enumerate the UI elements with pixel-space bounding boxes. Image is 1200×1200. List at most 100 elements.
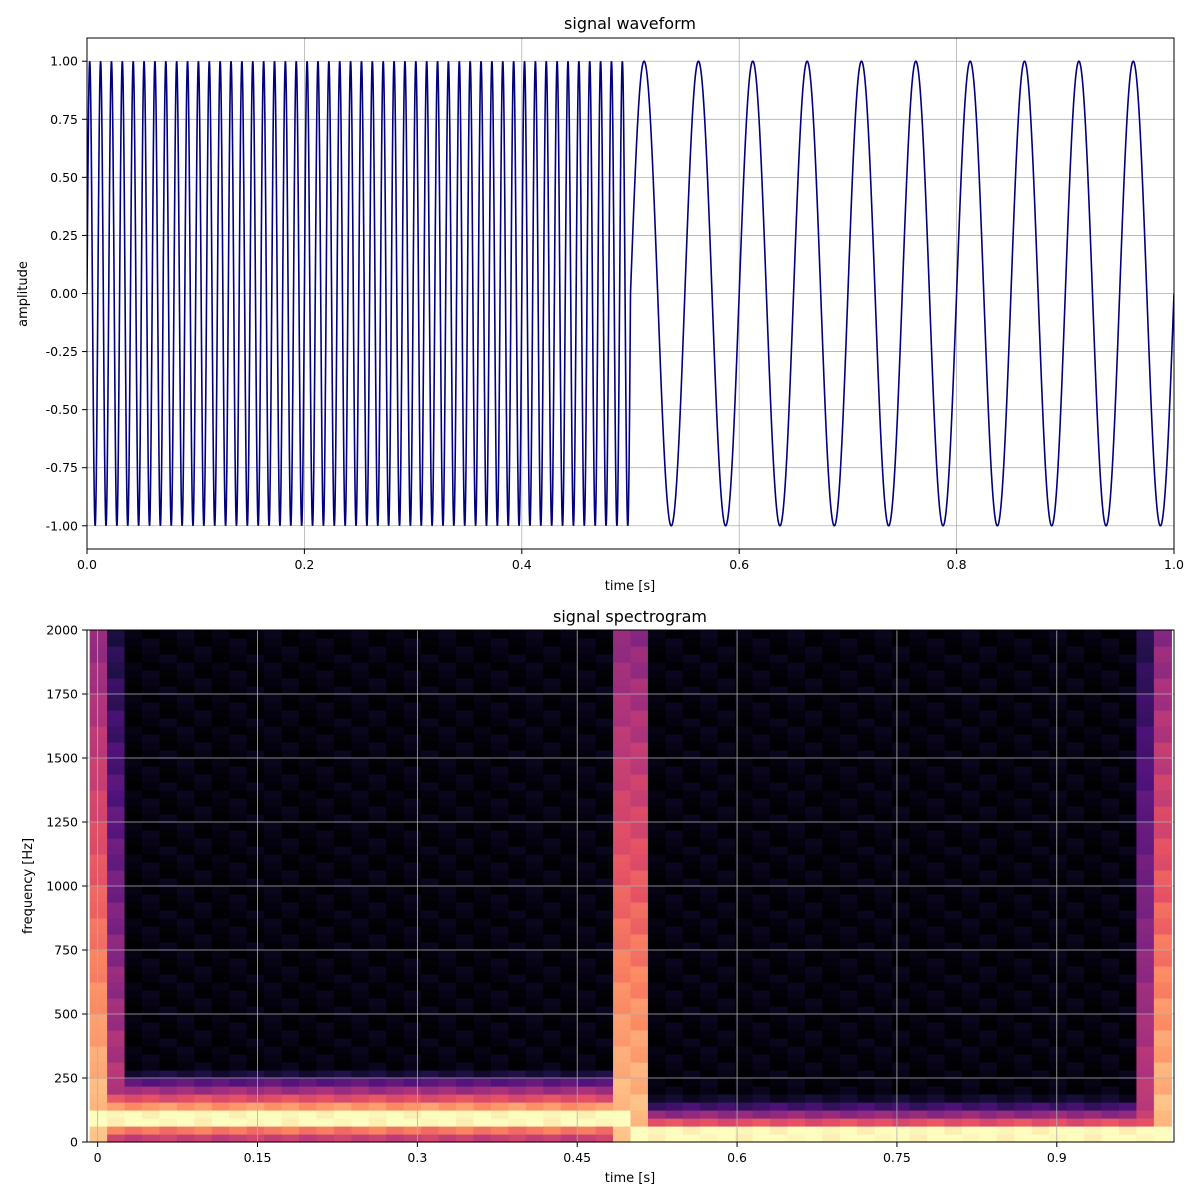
spectrogram-cell <box>229 902 248 911</box>
spectrogram-cell <box>246 1006 265 1015</box>
spectrogram-cell <box>1049 950 1068 959</box>
spectrogram-cell <box>281 790 300 799</box>
spectrogram-cell <box>752 662 771 671</box>
spectrogram-cell <box>368 1030 387 1039</box>
spectrogram-cell <box>700 958 719 967</box>
spectrogram-cell <box>525 1134 544 1143</box>
spectrogram-cell <box>770 966 789 975</box>
spectrogram-cell <box>822 1078 841 1087</box>
spectrogram-cell <box>927 934 946 943</box>
spectrogram-cell <box>944 670 963 679</box>
spectrogram-cell <box>176 878 195 887</box>
spectrogram-cell <box>944 894 963 903</box>
spectrogram-cell <box>613 998 632 1007</box>
spectrogram-cell <box>176 1134 195 1143</box>
spectrogram-cell <box>107 702 126 711</box>
spectrogram-cell <box>194 790 213 799</box>
spectrogram-cell <box>107 790 126 799</box>
spectrogram-cell <box>368 870 387 879</box>
spectrogram-cell <box>630 838 649 847</box>
spectrogram-cell <box>717 1054 736 1063</box>
spectrogram-cell <box>299 702 318 711</box>
spectrogram-cell <box>1136 1070 1155 1079</box>
spectrogram-cell <box>107 718 126 727</box>
spectrogram-cell <box>752 1134 771 1143</box>
spectrogram-cell <box>961 958 981 967</box>
spectrogram-cell <box>630 1086 649 1095</box>
spectrogram-cell <box>996 694 1015 703</box>
spectrogram-cell <box>386 1070 405 1079</box>
spectrogram-cell <box>1101 806 1120 815</box>
spectrogram-cell <box>1049 958 1068 967</box>
spectrogram-cell <box>194 878 213 887</box>
spectrogram-cell <box>961 894 981 903</box>
spectrogram-cell <box>246 918 265 927</box>
spectrogram-cell <box>1014 998 1033 1007</box>
spectrogram-cell <box>1119 886 1138 895</box>
spectrogram-cell <box>1014 846 1033 855</box>
spectrogram-cell <box>176 950 195 959</box>
spectrogram-cell <box>333 710 352 719</box>
spectrogram-cell <box>229 854 248 863</box>
spectrogram-cell <box>1084 1030 1103 1039</box>
spectrogram-cell <box>1119 934 1138 943</box>
spectrogram-cell <box>490 750 509 759</box>
spectrogram-cell <box>89 918 108 927</box>
spectrogram-cell <box>159 966 178 975</box>
spectrogram-cell <box>717 718 736 727</box>
spectrogram-cell <box>333 734 352 743</box>
spectrogram-cell <box>89 934 108 943</box>
spectrogram-cell <box>1084 1110 1103 1119</box>
spectrogram-cell <box>857 694 876 703</box>
spectrogram-cell <box>665 726 684 735</box>
spectrogram-cell <box>804 926 824 935</box>
spectrogram-cell <box>1101 734 1120 743</box>
spectrogram-cell <box>1049 758 1068 767</box>
spectrogram-cell <box>770 750 789 759</box>
spectrogram-cell <box>927 766 946 775</box>
spectrogram-cell <box>316 638 335 647</box>
spectrogram-cell <box>717 694 736 703</box>
spectrogram-cell <box>211 910 230 919</box>
spectrogram-cell <box>473 1134 492 1143</box>
spectrogram-cell <box>857 750 876 759</box>
spectrogram-cell <box>1136 1134 1155 1143</box>
spectrogram-cell <box>944 1030 963 1039</box>
spectrogram-cell <box>752 702 771 711</box>
spectrogram-cell <box>909 1134 928 1143</box>
spectrogram-cell <box>1119 1006 1138 1015</box>
spectrogram-cell <box>752 734 771 743</box>
spectrogram-cell <box>543 974 562 983</box>
spectrogram-cell <box>473 726 492 735</box>
spectrogram-cell <box>1066 1094 1085 1103</box>
spectrogram-cell <box>770 998 789 1007</box>
spectrogram-cell <box>647 822 666 831</box>
spectrogram-cell <box>1119 734 1138 743</box>
spectrogram-cell <box>770 678 789 687</box>
spectrogram-cell <box>194 1038 213 1047</box>
spectrogram-cell <box>246 678 265 687</box>
spectrogram-cell <box>927 830 946 839</box>
spectrogram-cell <box>124 846 143 855</box>
spectrogram-cell <box>804 1094 824 1103</box>
spectrogram-cell <box>961 1046 981 1055</box>
spectrogram-cell <box>508 958 527 967</box>
waveform-y-tick-label: -0.50 <box>46 402 78 417</box>
spectrogram-cell <box>717 766 736 775</box>
spectrogram-cell <box>839 806 858 815</box>
spectrogram-cell <box>770 1134 789 1143</box>
spectrogram-cell <box>944 910 963 919</box>
spectrogram-cell <box>1153 694 1172 703</box>
spectrogram-cell <box>351 1022 370 1031</box>
spectrogram-cell <box>700 806 719 815</box>
spectrogram-cell <box>525 734 544 743</box>
spectrogram-cell <box>176 718 195 727</box>
spectrogram-cell <box>316 934 335 943</box>
spectrogram-cell <box>752 718 771 727</box>
spectrogram-cell <box>142 718 161 727</box>
spectrogram-cell <box>316 870 335 879</box>
spectrogram-cell <box>456 718 475 727</box>
spectrogram-cell <box>124 1030 143 1039</box>
spectrogram-cell <box>1153 1078 1172 1087</box>
spectrogram-cell <box>508 742 527 751</box>
